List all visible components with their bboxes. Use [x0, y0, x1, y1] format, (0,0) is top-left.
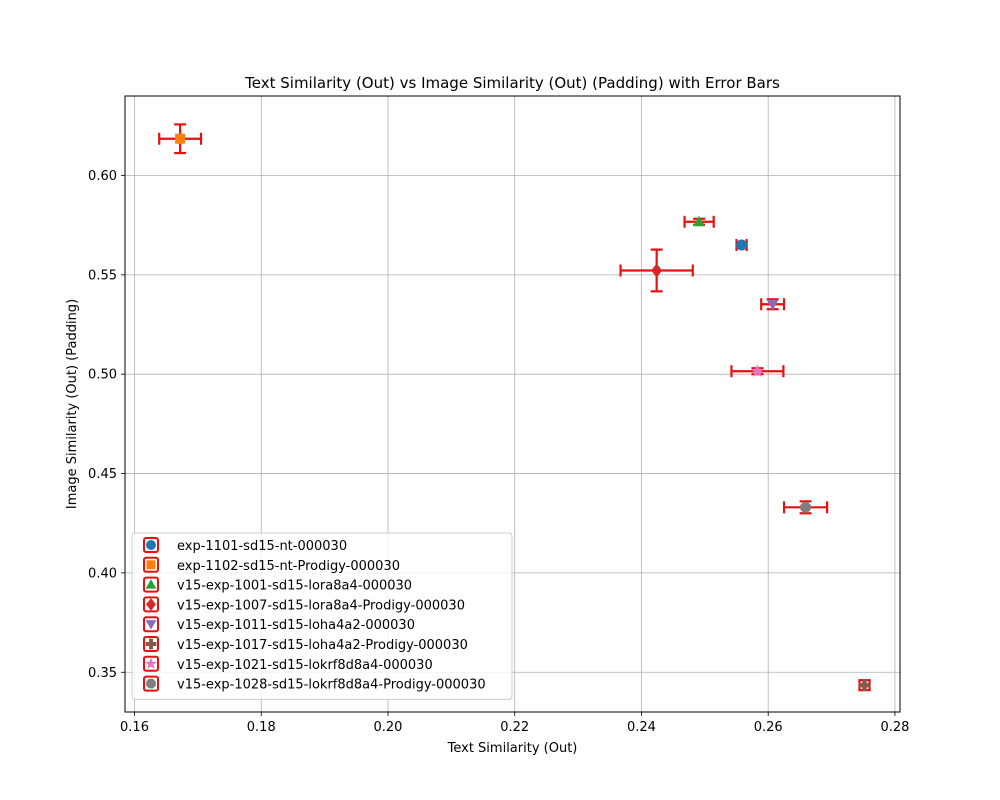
y-tick-label: 0.50 [88, 368, 117, 383]
legend-label: v15-exp-1007-sd15-lora8a4-Prodigy-000030 [177, 598, 465, 613]
series-point-4 [619, 248, 694, 293]
series-point-2 [158, 123, 203, 155]
y-tick-label: 0.55 [88, 268, 117, 283]
legend-marker [145, 579, 157, 589]
series-point-7 [730, 364, 785, 378]
legend-errorbar-swatch [143, 655, 159, 672]
data-point-marker [750, 364, 765, 377]
legend-label: v15-exp-1001-sd15-lora8a4-000030 [177, 579, 412, 594]
legend-box [131, 532, 513, 700]
series-point-5 [760, 298, 786, 311]
y-tick-label: 0.35 [88, 666, 117, 681]
x-tick-label: 0.26 [754, 720, 783, 735]
y-tick-label: 0.60 [88, 169, 117, 184]
series-point-6 [858, 679, 871, 692]
legend-errorbar-swatch [143, 576, 159, 593]
x-axis-label: Text Similarity (Out) [447, 741, 578, 756]
legend-label: exp-1102-sd15-nt-Prodigy-000030 [177, 559, 400, 574]
grid-lines [125, 96, 900, 712]
legend-item-3: v15-exp-1001-sd15-lora8a4-000030 [143, 576, 412, 594]
y-tick-label: 0.40 [88, 566, 117, 581]
series-point-8 [782, 500, 829, 515]
x-tick-label: 0.28 [880, 720, 909, 735]
data-point-marker [651, 263, 663, 278]
chart-title: Text Similarity (Out) vs Image Similarit… [244, 74, 780, 92]
legend-label: v15-exp-1028-sd15-lokrf8d8a4-Prodigy-000… [177, 678, 486, 693]
data-point-marker [766, 299, 779, 311]
legend-marker [145, 638, 157, 650]
legend-item-2: exp-1102-sd15-nt-Prodigy-000030 [143, 556, 400, 574]
legend-marker [145, 620, 157, 630]
plot-frame [124, 95, 901, 713]
legend-marker [146, 598, 156, 611]
series-point-3 [683, 215, 715, 228]
legend-item-1: exp-1101-sd15-nt-000030 [143, 537, 347, 554]
legend-item-8: v15-exp-1028-sd15-lokrf8d8a4-Prodigy-000… [143, 675, 486, 693]
legend: exp-1101-sd15-nt-000030 exp-1102-sd15-nt-… [131, 532, 513, 700]
data-point-marker [858, 679, 871, 692]
legend-errorbar-swatch [143, 537, 159, 553]
legend-errorbar-swatch [143, 596, 159, 613]
legend-item-4: v15-exp-1007-sd15-lora8a4-Prodigy-000030 [143, 596, 465, 613]
legend-label: v15-exp-1021-sd15-lokrf8d8a4-000030 [177, 658, 433, 673]
legend-label: v15-exp-1011-sd15-loha4a2-000030 [177, 618, 415, 633]
data-point-marker [175, 133, 186, 144]
legend-errorbar-swatch [143, 675, 159, 692]
data-marks [158, 123, 871, 692]
x-tick-label: 0.20 [374, 720, 403, 735]
legend-errorbar-swatch [143, 616, 159, 633]
x-tick-label: 0.18 [247, 720, 276, 735]
legend-marker [146, 560, 156, 570]
legend-errorbar-swatch [143, 636, 159, 652]
y-axis-label: Image Similarity (Out) (Padding) [65, 299, 80, 509]
legend-item-5: v15-exp-1011-sd15-loha4a2-000030 [143, 616, 415, 633]
legend-marker [145, 657, 157, 669]
axis-ticks: 0.16 0.18 0.20 0.22 0.24 0.26 0.28 0.35 0.40 0.45… [88, 169, 909, 735]
x-tick-label: 0.24 [627, 720, 656, 735]
x-tick-label: 0.22 [500, 720, 529, 735]
legend-marker [146, 678, 156, 689]
data-point-marker [736, 239, 748, 251]
data-point-marker [693, 215, 706, 227]
y-tick-label: 0.45 [88, 467, 117, 482]
legend-item-6: v15-exp-1017-sd15-loha4a2-Prodigy-000030 [143, 636, 468, 653]
legend-errorbar-swatch [143, 556, 159, 573]
legend-item-7: v15-exp-1021-sd15-lokrf8d8a4-000030 [143, 655, 433, 673]
x-tick-label: 0.16 [120, 720, 149, 735]
legend-label: v15-exp-1017-sd15-loha4a2-Prodigy-000030 [177, 638, 468, 653]
legend-marker [146, 540, 156, 550]
legend-label: exp-1101-sd15-nt-000030 [177, 539, 347, 554]
data-point-marker [800, 501, 811, 513]
series-point-1 [735, 239, 748, 252]
